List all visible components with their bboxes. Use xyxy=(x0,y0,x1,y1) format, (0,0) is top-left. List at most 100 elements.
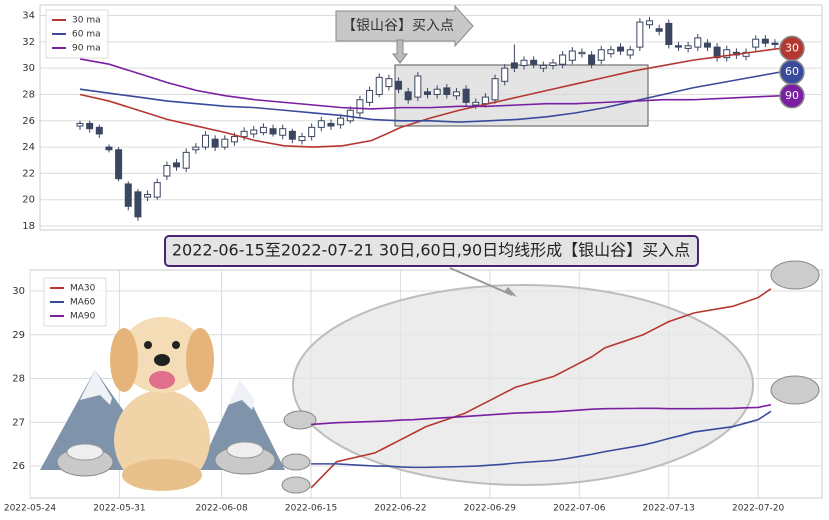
candle-body xyxy=(105,146,113,151)
x-tick-label: 2022-06-08 xyxy=(195,504,248,514)
candle-body xyxy=(182,151,190,169)
candle-body xyxy=(124,183,132,207)
candle-body xyxy=(221,138,229,148)
y-tick-label: 26 xyxy=(12,461,25,472)
candle-body xyxy=(481,96,489,105)
candle-body xyxy=(674,45,682,48)
legend-label: MA30 xyxy=(70,284,96,294)
ma-line xyxy=(311,410,772,469)
candle-body xyxy=(404,91,412,101)
legend-label: 90 ma xyxy=(72,44,101,54)
down-arrow xyxy=(391,39,409,64)
candle-body xyxy=(163,165,171,177)
candle-body xyxy=(288,130,296,140)
x-tick-label: 2022-06-29 xyxy=(464,504,517,514)
candle-body xyxy=(86,122,94,130)
candle-body xyxy=(549,62,557,67)
candle-body xyxy=(424,91,431,95)
y-tick-label: 29 xyxy=(12,330,25,341)
legend-label: 30 ma xyxy=(72,16,101,26)
y-tick-label: 18 xyxy=(22,221,35,232)
candle-body xyxy=(308,126,316,138)
ma-line xyxy=(310,404,772,426)
candle-body xyxy=(694,37,702,48)
candle-body xyxy=(298,136,306,142)
candle-body xyxy=(153,182,161,198)
candle-body xyxy=(617,46,625,52)
candle-body xyxy=(144,193,152,198)
y-tick-label: 27 xyxy=(12,417,25,428)
candle-body xyxy=(250,129,258,135)
candle-body xyxy=(510,62,518,69)
y-tick-label: 28 xyxy=(12,374,25,385)
candle-body xyxy=(433,88,441,95)
candle-body xyxy=(201,134,209,148)
x-tick-label: 2022-07-06 xyxy=(553,504,606,514)
x-tick-label: 2022-06-15 xyxy=(285,504,337,514)
candle-body xyxy=(115,149,123,180)
candle-body xyxy=(134,191,142,218)
ma-line xyxy=(79,58,781,110)
x-tick-label: 2022-07-13 xyxy=(643,504,695,514)
candle-body xyxy=(317,120,325,128)
chart-title: 2022-06-15至2022-07-21 30日,60日,90日均线形成【银山… xyxy=(172,241,690,260)
candle-body xyxy=(395,80,403,90)
ma-line xyxy=(79,71,781,123)
candle-body xyxy=(501,67,509,82)
annotation-arrow xyxy=(335,4,474,48)
candle-body xyxy=(192,146,200,151)
candle-body xyxy=(578,51,586,55)
ma-line xyxy=(310,288,772,489)
y-tick-label: 30 xyxy=(12,286,25,297)
pointer-head xyxy=(504,287,517,297)
candle-body xyxy=(607,49,615,55)
candle-body xyxy=(771,42,779,45)
x-tick-label: 2022-07-20 xyxy=(732,504,785,514)
candle-body xyxy=(597,49,605,61)
ma-line xyxy=(79,47,781,148)
candle-body xyxy=(240,130,248,138)
candle-body xyxy=(626,49,634,56)
y-tick-label: 22 xyxy=(22,168,35,179)
candle-body xyxy=(279,128,287,136)
candle-body xyxy=(684,45,692,49)
candle-body xyxy=(385,78,393,88)
candle-body xyxy=(520,59,528,67)
x-tick-label: 2022-06-22 xyxy=(374,504,426,514)
candle-body xyxy=(375,76,383,95)
candle-body xyxy=(646,20,654,26)
y-tick-label: 20 xyxy=(22,195,35,206)
candle-body xyxy=(665,22,673,45)
candle-body xyxy=(530,59,538,65)
candle-body xyxy=(443,87,451,95)
candle-body xyxy=(752,38,760,48)
x-tick-label: 2022-05-31 xyxy=(93,504,145,514)
legend-label: MA90 xyxy=(70,312,96,322)
candle-body xyxy=(76,122,84,127)
end-badge-label: 60 xyxy=(785,65,799,78)
candle-body xyxy=(462,88,470,103)
end-badge xyxy=(779,83,805,109)
candle-body xyxy=(414,75,422,98)
candle-body xyxy=(539,65,547,69)
end-badge-label: 90 xyxy=(785,89,799,102)
candle-body xyxy=(337,117,345,126)
end-badge-label: 30 xyxy=(785,41,799,54)
decoration xyxy=(40,260,820,494)
candle-body xyxy=(559,54,567,65)
y-tick-label: 34 xyxy=(22,11,35,22)
candle-body xyxy=(173,162,181,168)
candle-body xyxy=(588,54,596,65)
candle-body xyxy=(761,38,769,44)
candle-body xyxy=(472,101,480,106)
candle-body xyxy=(491,78,499,101)
candle-body xyxy=(723,49,731,59)
candle-body xyxy=(366,90,374,103)
y-tick-label: 26 xyxy=(22,116,35,127)
candle-body xyxy=(269,128,277,135)
candle-body xyxy=(655,28,663,32)
y-tick-label: 30 xyxy=(22,63,35,74)
y-tick-label: 24 xyxy=(22,142,35,153)
y-tick-label: 32 xyxy=(22,37,35,48)
